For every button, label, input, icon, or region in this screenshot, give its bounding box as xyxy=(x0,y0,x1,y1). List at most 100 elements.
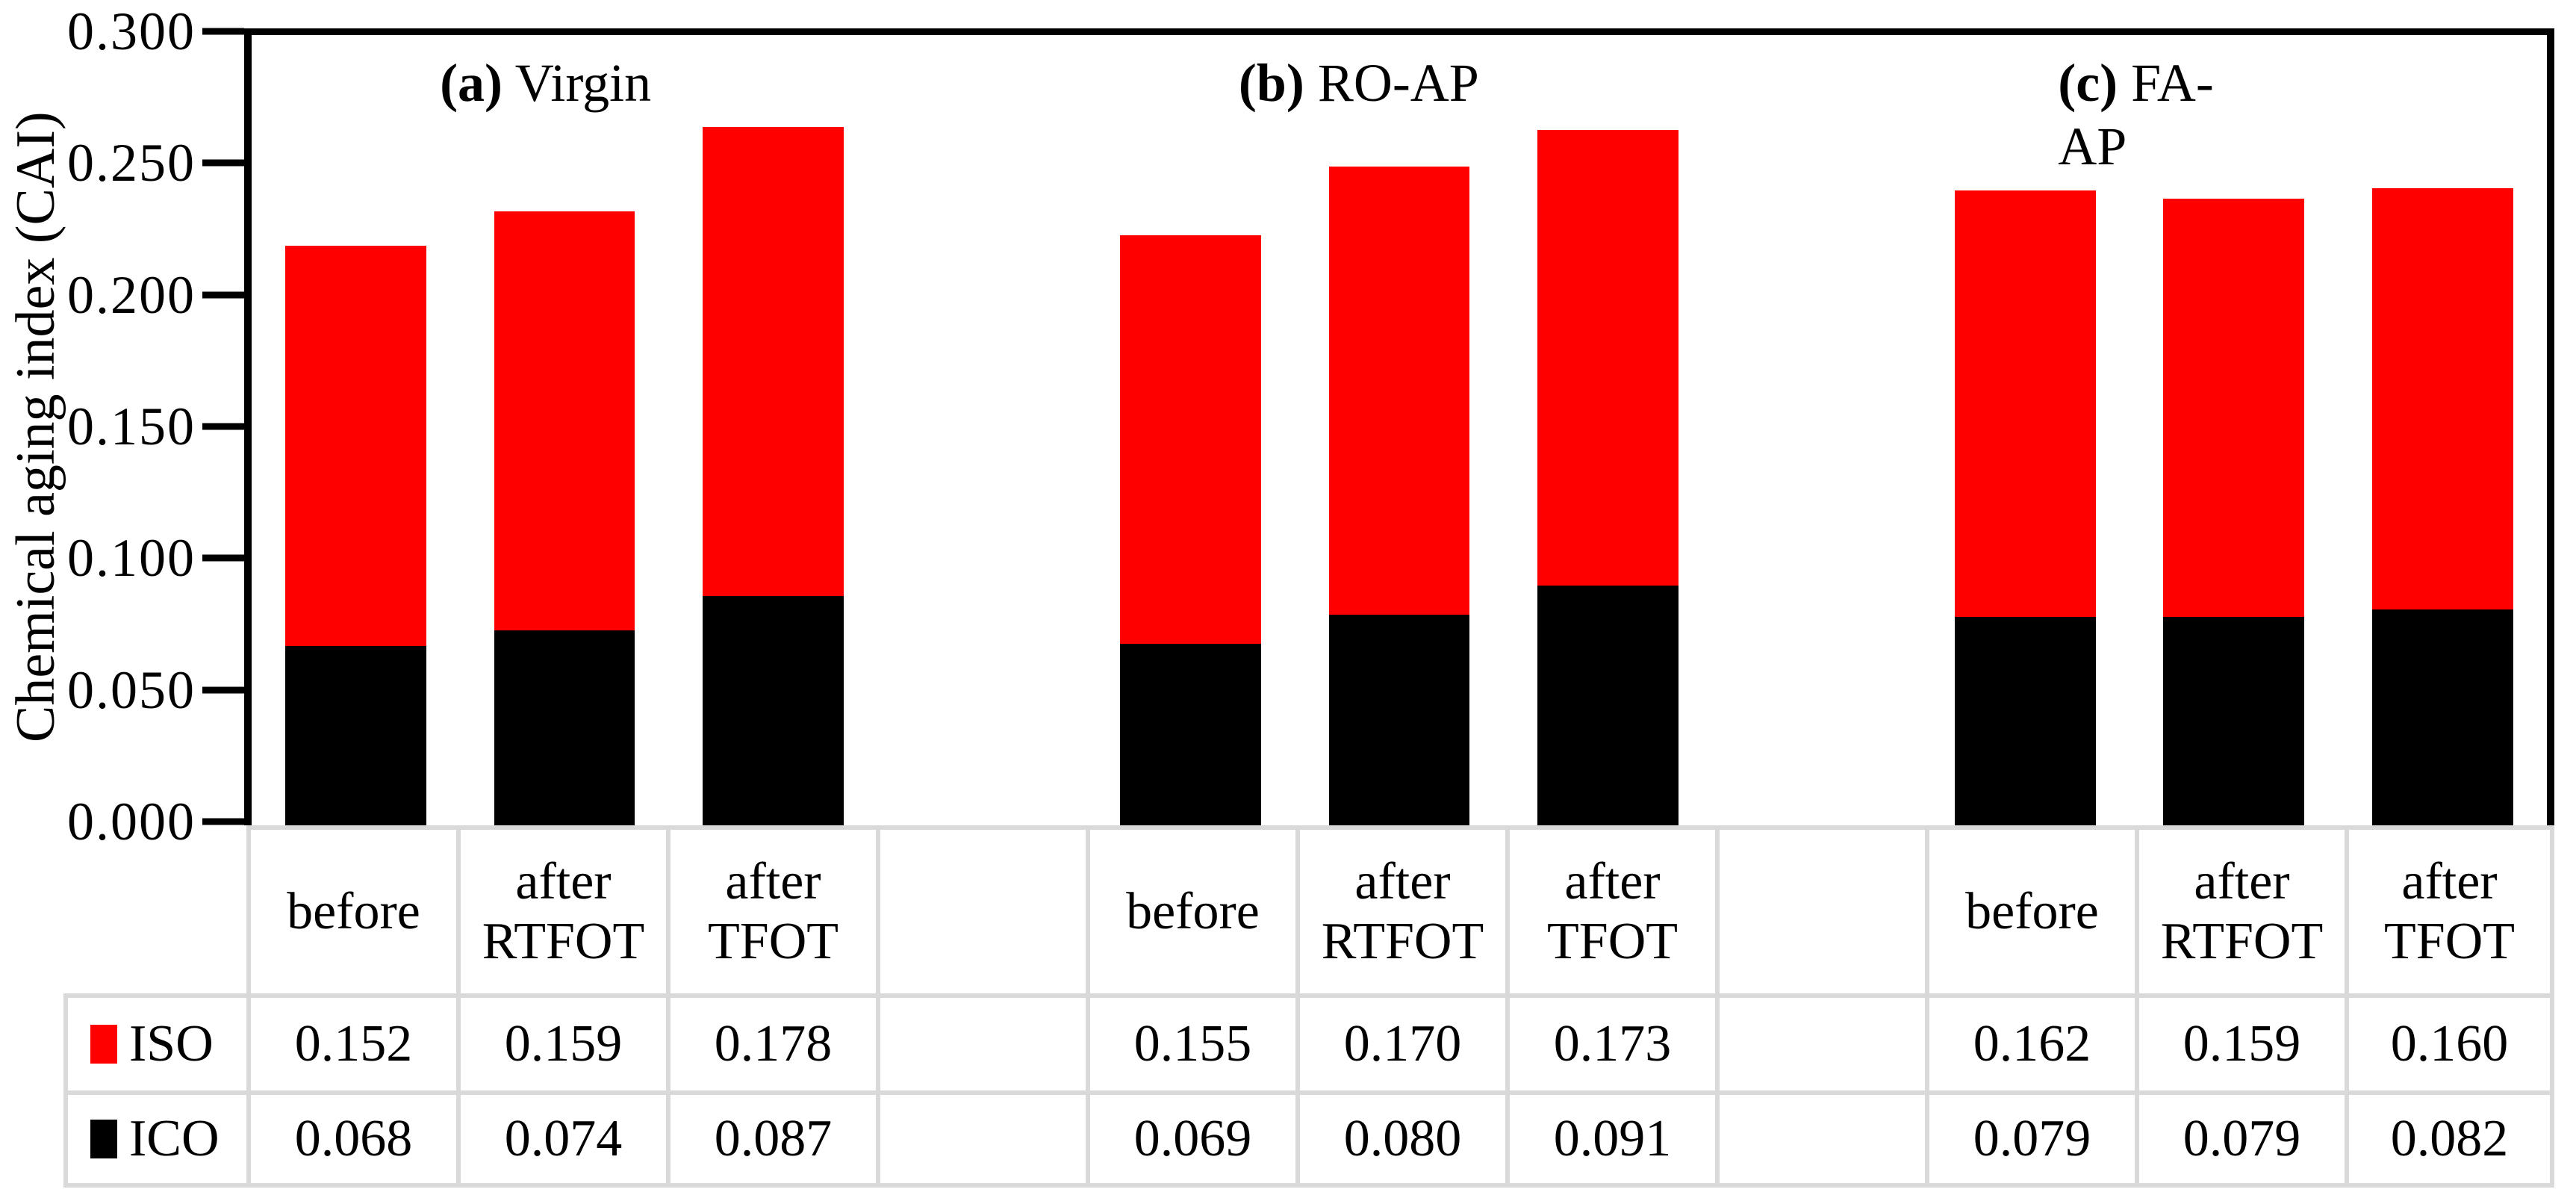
data-table: before after RTFOT after TFOT before after R… xyxy=(63,825,2554,1188)
bar-column xyxy=(252,35,460,825)
ico-value-cell: 0.079 xyxy=(2135,1090,2345,1188)
iso-value-cell: 0.152 xyxy=(246,993,456,1090)
ico-segment xyxy=(1120,643,1261,825)
ico-legend-swatch xyxy=(90,1120,117,1158)
group-annotation: (a) Virgin xyxy=(440,53,652,113)
y-tick-mark xyxy=(202,686,244,694)
iso-segment xyxy=(2163,198,2305,618)
iso-legend-label: ISO xyxy=(129,1015,214,1073)
ico-value-cell: 0.087 xyxy=(666,1090,876,1188)
stacked-bar xyxy=(2371,35,2513,825)
bar-column xyxy=(1295,35,1503,825)
iso-legend-cell: ISO xyxy=(63,993,246,1090)
y-tick-label: 0.300 xyxy=(67,1,196,61)
group-annotation-index: (a) xyxy=(440,53,503,113)
iso-segment xyxy=(285,246,427,647)
ico-segment xyxy=(2163,617,2305,825)
iso-segment xyxy=(2371,187,2513,609)
iso-value-cell: 0.170 xyxy=(1295,993,1505,1090)
iso-segment xyxy=(1955,190,2096,618)
ico-value-cell: 0.074 xyxy=(456,1090,666,1188)
bar-column xyxy=(669,35,877,825)
spacer-cell xyxy=(1715,1090,1925,1188)
ico-value-cell: 0.082 xyxy=(2345,1090,2554,1188)
iso-legend-swatch xyxy=(90,1025,117,1064)
stacked-bar xyxy=(1955,35,2096,825)
category-cell: before xyxy=(1086,825,1295,993)
ico-value-cell: 0.091 xyxy=(1505,1090,1715,1188)
stacked-bar xyxy=(703,35,844,825)
iso-value-cell: 0.178 xyxy=(666,993,876,1090)
category-cell: before xyxy=(246,825,456,993)
iso-value-cell: 0.159 xyxy=(2135,993,2345,1090)
iso-segment xyxy=(1120,235,1261,644)
category-cell: after TFOT xyxy=(2345,825,2554,993)
ico-value-cell: 0.068 xyxy=(246,1090,456,1188)
table-corner-blank xyxy=(63,825,246,993)
ico-segment xyxy=(1328,614,1470,825)
spacer-column xyxy=(1712,35,1920,825)
y-tick-mark xyxy=(202,159,244,167)
bar-column xyxy=(460,35,668,825)
spacer-column xyxy=(877,35,1086,825)
y-tick-label: 0.000 xyxy=(67,792,196,851)
stacked-bar xyxy=(1120,35,1261,825)
ico-segment xyxy=(1955,617,2096,825)
bar-column xyxy=(1086,35,1295,825)
group-annotation: (c) FA-AP xyxy=(2058,53,2214,176)
category-cell: before xyxy=(1925,825,2135,993)
spacer-cell xyxy=(1715,825,1925,993)
bar-column xyxy=(2339,35,2547,825)
y-tick-label: 0.150 xyxy=(67,397,196,456)
stacked-bar xyxy=(494,35,635,825)
bar-column xyxy=(1921,35,2129,825)
ico-segment xyxy=(2371,609,2513,825)
spacer-cell xyxy=(876,993,1086,1090)
bar-column xyxy=(2129,35,2338,825)
y-tick-label: 0.100 xyxy=(67,528,196,589)
y-tick-label: 0.050 xyxy=(67,660,196,720)
iso-segment xyxy=(1537,129,1679,586)
spacer-cell xyxy=(876,1090,1086,1188)
y-tick-mark xyxy=(202,818,244,825)
y-tick-label: 0.200 xyxy=(67,264,196,325)
iso-value-cell: 0.160 xyxy=(2345,993,2554,1090)
ico-segment xyxy=(285,646,427,825)
stacked-bar xyxy=(285,35,427,825)
group-annotation-index: (c) xyxy=(2058,53,2118,113)
category-cell: after RTFOT xyxy=(2135,825,2345,993)
stacked-bar xyxy=(1537,35,1679,825)
y-tick-marks xyxy=(202,28,244,825)
ico-segment xyxy=(494,630,635,825)
y-tick-mark xyxy=(202,423,244,430)
plot-area: (a) Virgin (b) RO-AP (c) FA-AP xyxy=(244,28,2554,825)
category-cell: after RTFOT xyxy=(456,825,666,993)
y-tick-mark xyxy=(202,28,244,35)
category-cell: after TFOT xyxy=(1505,825,1715,993)
iso-segment xyxy=(703,127,844,597)
y-tick-labels: 0.300 0.250 0.200 0.150 0.100 0.050 0.000 xyxy=(0,4,196,848)
iso-value-cell: 0.155 xyxy=(1086,993,1295,1090)
group-annotation-index: (b) xyxy=(1238,53,1304,113)
bar-column xyxy=(1504,35,1712,825)
spacer-cell xyxy=(1715,993,1925,1090)
ico-value-cell: 0.069 xyxy=(1086,1090,1295,1188)
ico-legend-cell: ICO xyxy=(63,1090,246,1188)
iso-segment xyxy=(1328,167,1470,615)
ico-legend-label: ICO xyxy=(129,1110,220,1168)
y-tick-mark xyxy=(202,291,244,299)
category-cell: after RTFOT xyxy=(1295,825,1505,993)
iso-value-cell: 0.162 xyxy=(1925,993,2135,1090)
ico-value-cell: 0.079 xyxy=(1925,1090,2135,1188)
group-annotation: (b) RO-AP xyxy=(1238,53,1479,113)
ico-segment xyxy=(703,596,844,825)
spacer-cell xyxy=(876,825,1086,993)
iso-segment xyxy=(494,211,635,631)
category-cell: after TFOT xyxy=(666,825,876,993)
iso-value-cell: 0.173 xyxy=(1505,993,1715,1090)
stacked-bar xyxy=(2163,35,2305,825)
y-tick-label: 0.250 xyxy=(67,133,196,193)
stacked-bar xyxy=(1328,35,1470,825)
ico-value-cell: 0.080 xyxy=(1295,1090,1505,1188)
